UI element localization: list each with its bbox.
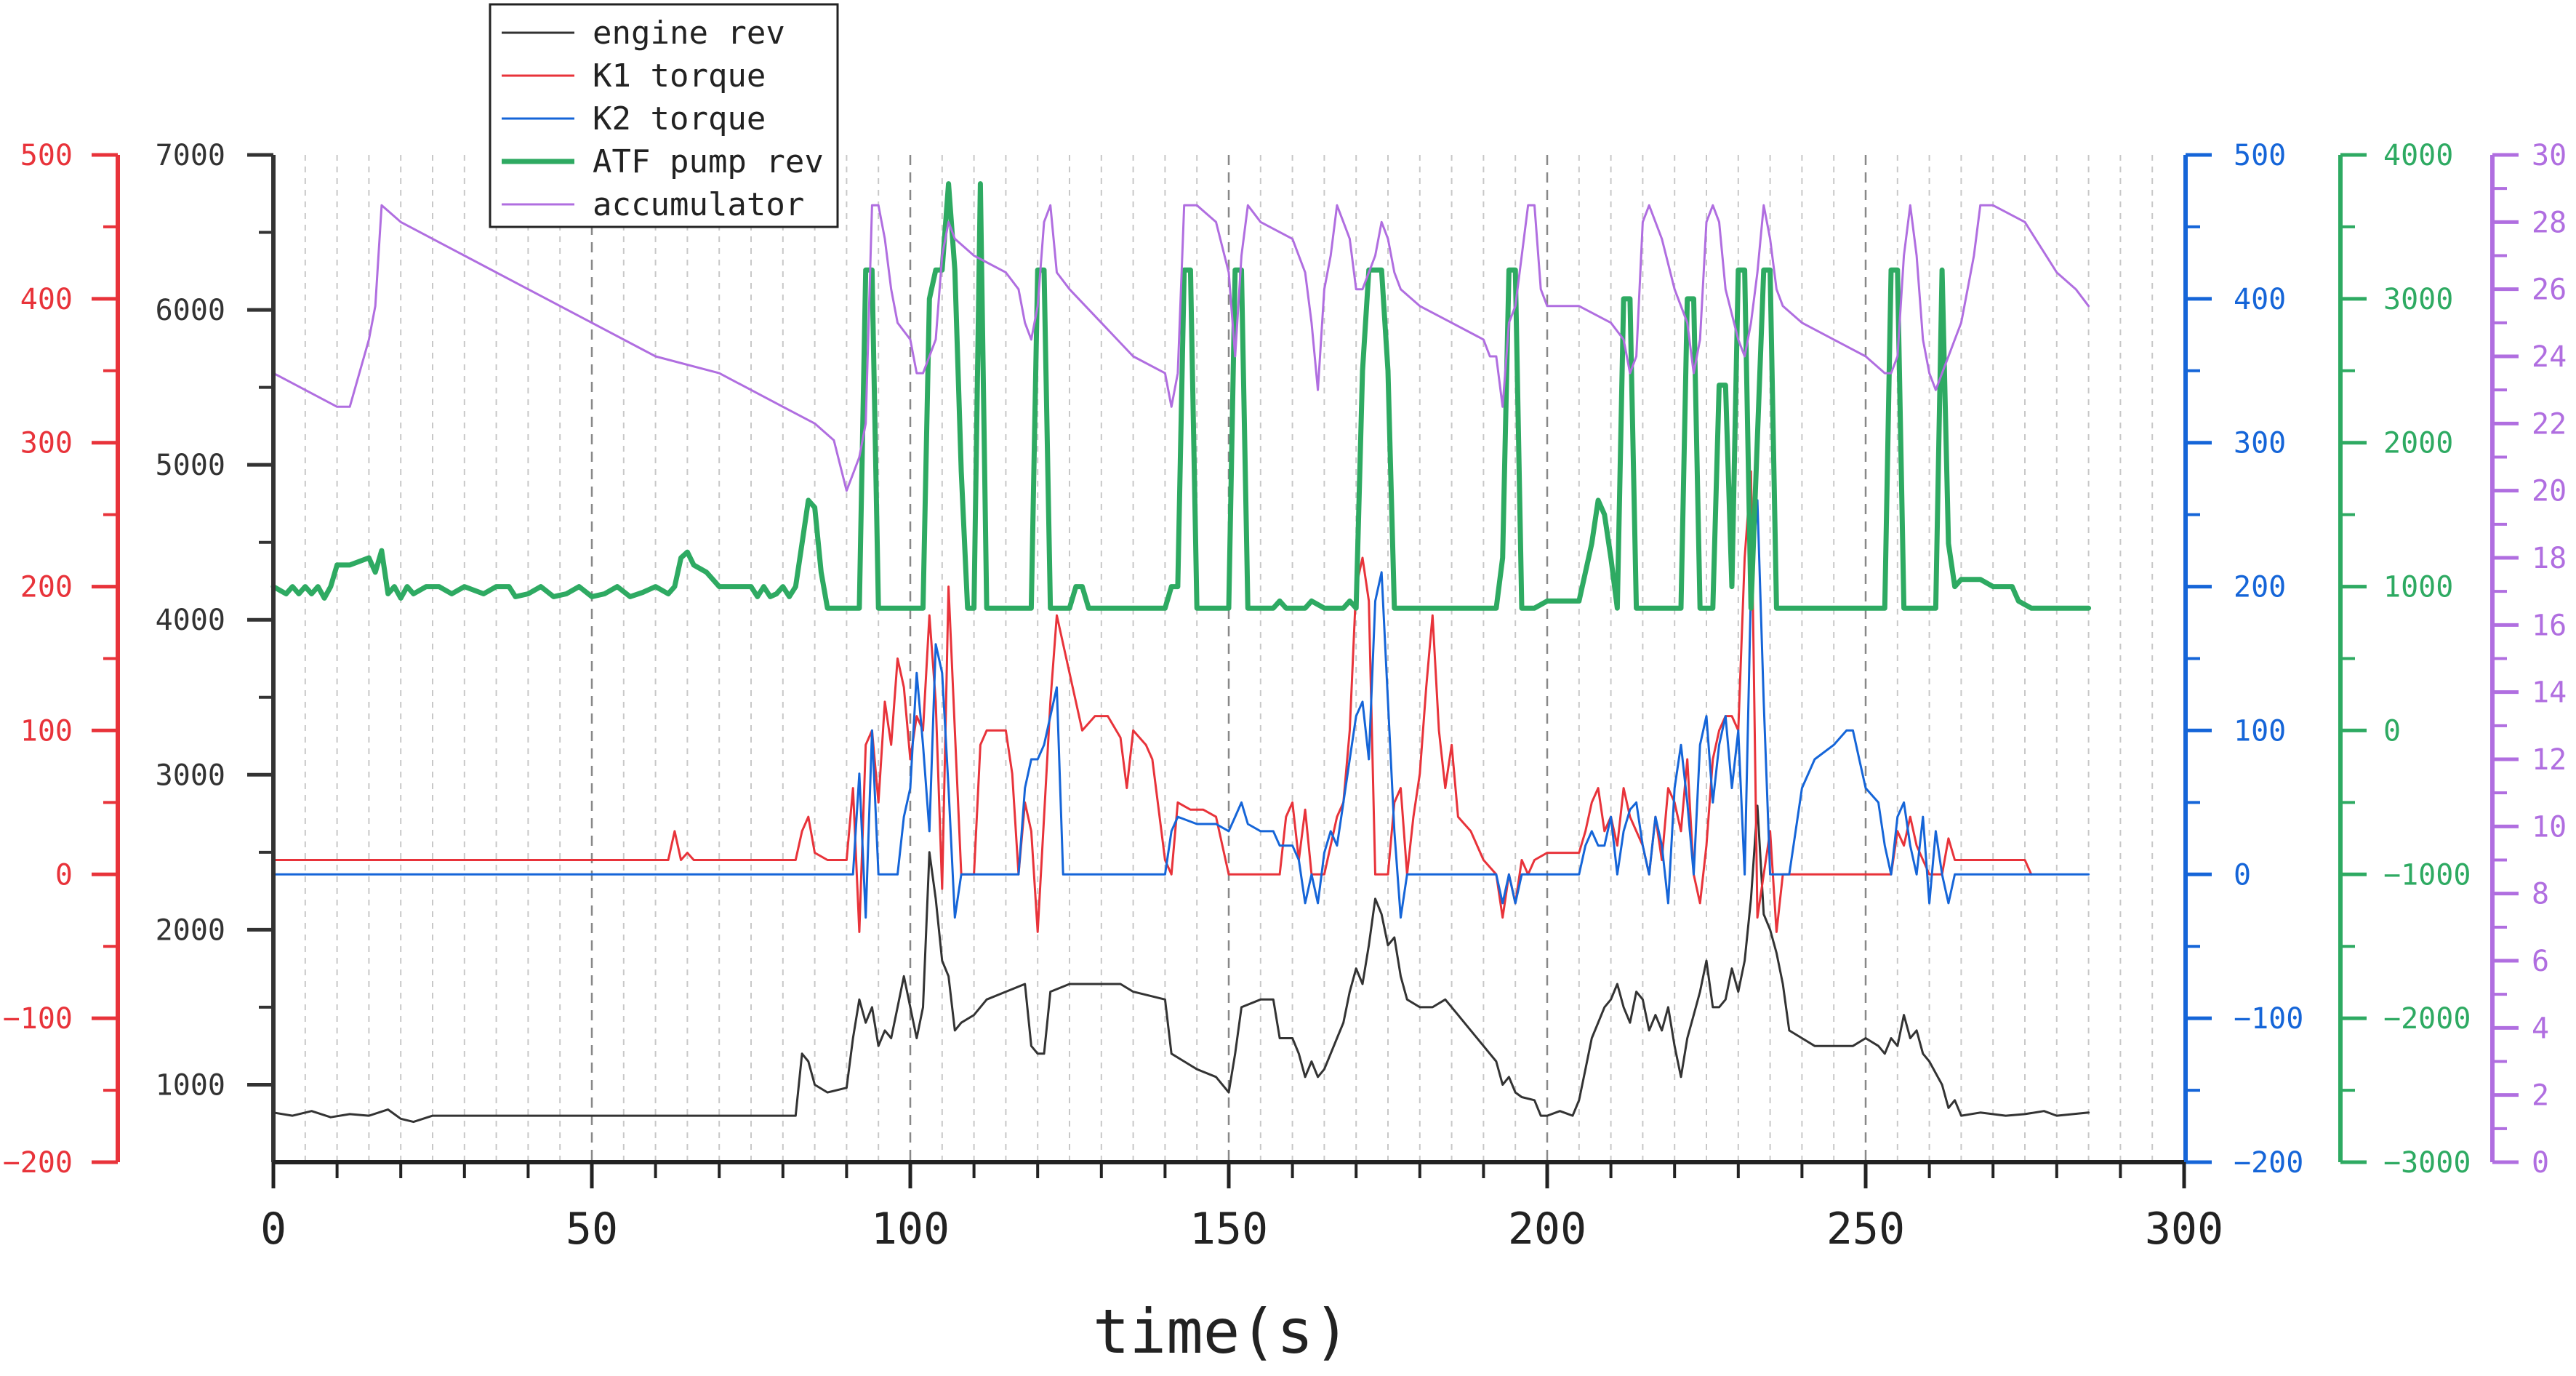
y-tick-label-k2: 100 [2234,714,2286,748]
y-tick-label-k1: −100 [3,1002,73,1036]
y-tick-label-acc: 0 [2532,1146,2549,1180]
y-tick-label-k1: 300 [20,427,73,460]
series-line-k2-torque [272,499,2090,919]
y-tick-label-engine: 3000 [156,759,225,792]
y-tick-label-k1: 0 [55,858,73,892]
y-tick-label-acc: 14 [2532,676,2567,710]
x-tick-label: 150 [1189,1204,1268,1255]
y-tick-label-acc: 26 [2532,273,2567,307]
series-line-k1-torque [272,470,2033,933]
legend-label: K1 torque [593,57,766,95]
y-tick-label-atf: 1000 [2383,571,2453,604]
y-tick-label-acc: 24 [2532,340,2567,374]
y-tick-label-acc: 18 [2532,542,2567,575]
x-tick-label: 50 [566,1204,618,1255]
y-tick-label-acc: 28 [2532,206,2567,239]
y-tick-label-k2: 500 [2234,139,2286,172]
y-tick-label-acc: 8 [2532,878,2549,911]
y-tick-label-k2: 200 [2234,571,2286,604]
x-tick-label: 0 [260,1204,286,1255]
y-tick-label-engine: 1000 [156,1068,225,1102]
y-tick-label-k1: 100 [20,714,73,748]
y-tick-label-k2: 400 [2234,283,2286,316]
y-tick-label-engine: 4000 [156,604,225,637]
axes: 1000200030004000500060007000−200−1000100… [3,139,2567,1255]
y-tick-label-acc: 12 [2532,743,2567,777]
y-tick-label-engine: 5000 [156,449,225,482]
y-tick-label-acc: 16 [2532,609,2567,642]
legend-label: engine rev [593,15,785,52]
y-axis-k1: −200 −100 0 100 200 300 400 500 [3,139,120,1180]
x-tick-label: 250 [1826,1204,1905,1255]
y-tick-label-atf: 3000 [2383,283,2453,316]
y-tick-label-acc: 10 [2532,810,2567,844]
y-tick-label-engine: 2000 [156,913,225,947]
y-tick-label-k1: −200 [3,1146,73,1180]
x-tick-label: 300 [2145,1204,2223,1255]
y-tick-label-acc: 2 [2532,1079,2549,1113]
x-tick-label: 100 [871,1204,950,1255]
y-tick-label-k1: 500 [20,139,73,172]
gridlines [304,155,2154,1162]
y-tick-label-atf: 4000 [2383,139,2453,172]
series-line-engine-rev [272,804,2090,1124]
y-tick-label-k1: 200 [20,571,73,604]
y-axis-atf: −3000 −2000 −1000 0 1000 2000 3000 4000 [2338,139,2471,1180]
y-tick-label-acc: 4 [2532,1012,2549,1045]
x-tick-label: 200 [1508,1204,1586,1255]
legend-label: K2 torque [593,100,766,137]
y-tick-label-atf: −1000 [2383,858,2471,892]
series-line-atf-pump-rev [270,181,2092,611]
x-axis-title: time(s) [1093,1296,1350,1367]
y-tick-label-k2: −200 [2234,1146,2303,1180]
y-tick-label-atf: 2000 [2383,427,2453,460]
y-tick-label-atf: −2000 [2383,1002,2471,1036]
y-tick-label-acc: 30 [2532,139,2567,172]
y-tick-label-engine: 7000 [156,139,225,172]
y-axis-engine: 1000 2000 3000 4000 5000 6000 7000 [156,139,276,1162]
legend-box [489,3,839,228]
y-tick-label-k2: 300 [2234,427,2286,460]
y-tick-label-acc: 6 [2532,945,2549,978]
legend: engine rev K1 torque K2 torque ATF pump rev… [489,3,839,228]
y-tick-label-acc: 22 [2532,407,2567,441]
y-axis-k2: −200 −100 0 100 200 300 400 500 [2183,139,2303,1180]
series-lines [270,181,2092,1124]
y-tick-label-k1: 400 [20,283,73,316]
legend-label: ATF pump rev [593,143,824,180]
y-tick-label-acc: 20 [2532,475,2567,508]
y-tick-label-k2: −100 [2234,1002,2303,1036]
x-axis: 0 50 100 150 200 250 300 [260,1160,2223,1255]
legend-label: accumulator [593,186,804,223]
y-tick-label-atf: −3000 [2383,1146,2471,1180]
y-tick-label-engine: 6000 [156,294,225,327]
y-tick-label-k2: 0 [2234,858,2251,892]
series-line-accumulator [272,204,2090,492]
y-tick-label-atf: 0 [2383,714,2401,748]
